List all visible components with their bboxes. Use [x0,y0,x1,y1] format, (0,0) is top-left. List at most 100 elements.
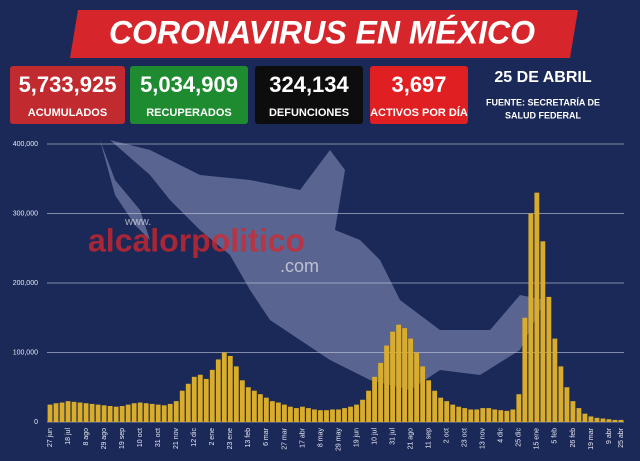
bar [360,399,365,422]
bar [137,402,143,422]
bar [414,352,420,422]
x-tick-label: 21 ago [407,428,414,450]
x-tick-label: 8 ago [83,428,90,446]
bar [456,406,462,422]
bar [119,406,125,422]
bar [552,338,558,422]
bar [570,401,576,422]
x-tick-label: 10 jul [371,428,378,445]
x-tick-label: 15 ene [534,428,541,450]
bar [354,404,359,422]
bar [474,409,480,422]
bar [612,419,618,422]
x-tick-label: 19 jun [353,428,360,447]
bar [336,409,341,422]
bar [312,409,317,422]
bar [215,359,221,422]
bar [600,418,606,422]
x-tick-label: 5 feb [552,428,559,444]
bar [71,401,77,422]
bar [113,406,119,422]
stat-box [10,66,125,124]
bar [438,397,444,422]
bar [149,403,155,422]
source: SALUD FEDERAL [505,110,582,120]
x-tick-label: 19 mar [588,427,595,449]
x-tick-label: 2 ene [209,428,216,446]
bar [390,331,396,422]
bar [65,401,71,422]
y-tick-label: 400,000 [13,141,38,148]
y-tick-label: 300,000 [13,210,38,217]
stat-label: ACTIVOS POR DÍA [370,106,468,119]
bar [47,404,53,422]
bar [426,380,432,422]
bar [233,366,239,422]
bar [131,403,137,422]
x-tick-label: 29 ago [101,428,108,450]
bar [269,401,275,422]
bar [89,403,95,422]
x-tick-label: 23 oct [462,428,469,447]
bar [282,404,287,422]
bar [384,345,389,422]
bar [510,409,516,422]
bar [588,416,594,422]
x-tick-label: 18 jul [65,428,72,445]
bar [564,387,570,422]
bar [420,366,426,422]
bar [161,405,167,422]
bar [288,406,293,422]
bar [432,390,438,422]
bar [540,241,546,422]
x-tick-label: 31 oct [155,428,162,447]
bar [53,403,59,422]
bar [300,406,305,422]
bar [155,404,161,422]
bar [606,419,612,422]
bar [167,403,173,422]
bar [528,213,534,422]
date: 25 DE ABRIL [494,69,591,86]
x-tick-label: 23 ene [227,428,234,450]
bar [558,366,564,422]
bar [324,410,329,422]
bar [306,408,311,422]
stat-label: DEFUNCIONES [269,107,349,119]
bar [450,404,456,422]
bar [408,338,414,422]
bar [125,404,131,422]
stat-value: 5,034,909 [140,72,238,97]
bar [486,408,492,422]
bar [101,405,107,422]
bar [498,410,504,422]
bar [83,403,89,422]
bar [185,383,191,422]
title-banner [70,10,578,58]
stat-label: RECUPERADOS [146,107,232,119]
x-tick-label: 8 may [317,428,324,448]
stat-box [370,66,468,124]
bar [107,406,113,422]
bar [245,387,251,422]
x-tick-label: 25 dic [516,428,523,447]
watermark: .com [280,256,319,276]
bar [179,390,185,422]
bar [504,410,510,422]
x-tick-label: 10 oct [137,428,144,447]
bar [522,317,528,422]
stat-value: 5,733,925 [19,72,117,97]
title: CORONAVIRUS EN MÉXICO [109,14,535,50]
bar [257,394,263,422]
x-tick-label: 9 abr [606,427,613,444]
stat-box [255,66,363,124]
bar [396,324,402,422]
bar [251,390,257,422]
bar [227,355,233,422]
y-tick-label: 100,000 [13,349,38,356]
x-tick-label: 19 sep [119,428,126,449]
x-tick-label: 2 oct [444,428,451,443]
bar [492,409,498,422]
x-tick-label: 27 jun [47,428,54,447]
